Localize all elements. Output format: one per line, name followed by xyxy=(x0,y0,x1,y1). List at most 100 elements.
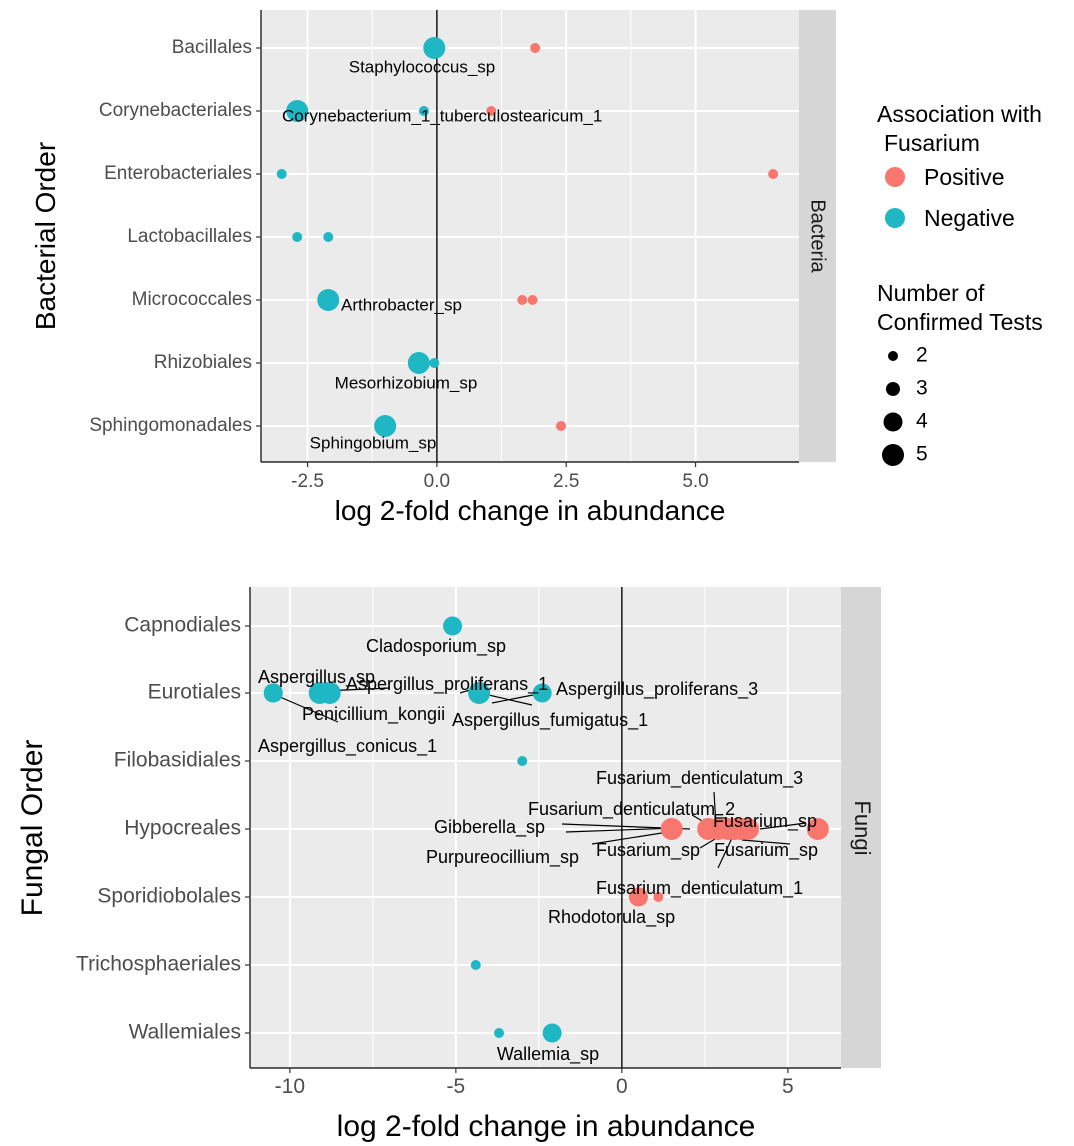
fungi-point-label: Rhodotorula_sp xyxy=(548,907,675,928)
bacteria-x-tick-label: 0.0 xyxy=(424,471,450,492)
bacteria-point-enterobacteriales-negative xyxy=(276,169,287,179)
fungi-leader-line xyxy=(717,837,733,869)
fungi-point-label: Gibberella_sp xyxy=(434,817,545,838)
fungi-point-label: Fusarium_denticulatum_3 xyxy=(596,768,803,789)
legend-size-key-4 xyxy=(883,412,903,432)
bacteria-point-bacillales-negative xyxy=(423,37,446,59)
fungi-x-tick-label: -5 xyxy=(447,1075,466,1098)
fungi-point-hypocreales-positive xyxy=(660,818,683,840)
legend-size-title-line1: Number of xyxy=(877,280,985,306)
fungi-point-wallemiales-negative xyxy=(494,1028,505,1038)
bacteria-y-tick-labels: Bacillales Corynebacteriales Enterobacteri… xyxy=(89,37,261,436)
bacteria-point-label: Arthrobacter_sp xyxy=(341,295,462,314)
fungi-point-hypocreales-positive xyxy=(806,818,829,840)
fungi-y-tick-label: Filobasidiales xyxy=(114,749,241,772)
fungi-point-sporidiobolales-positive xyxy=(628,887,648,907)
fungi-x-tick-label: 0 xyxy=(616,1075,628,1098)
bacteria-point-label: Sphingobium_sp xyxy=(310,433,437,452)
bacteria-point-corynebacteriales-negative xyxy=(286,100,309,122)
legend-size-key-5 xyxy=(882,444,904,466)
fungi-x-axis-title: log 2-fold change in abundance xyxy=(337,1110,756,1143)
bacteria-x-tick-label: 2.5 xyxy=(553,471,579,492)
legend-size-key-3 xyxy=(886,382,900,396)
bacteria-point-label: Staphylococcus_sp xyxy=(349,57,495,76)
fungi-y-tick-labels: Capnodiales Eurotiales Filobasidiales Hypoc… xyxy=(76,614,250,1044)
bacteria-point-micrococcales-positive xyxy=(527,295,538,305)
fungi-point-eurotiales-negative xyxy=(468,682,491,704)
legend-size-label: 2 xyxy=(916,344,928,367)
fungi-point-eurotiales-negative xyxy=(318,682,341,704)
fungi-point-label: Purpureocillium_sp xyxy=(426,847,579,868)
bacteria-y-tick-label: Bacillales xyxy=(172,37,252,58)
fungi-point-label: Fusarium_sp xyxy=(714,840,818,861)
legend-size-label: 5 xyxy=(916,443,928,466)
bacteria-strip xyxy=(799,10,836,462)
fungi-x-tick-labels: -10 -5 0 5 xyxy=(275,1068,794,1098)
bacteria-y-tick-label: Sphingomonadales xyxy=(89,415,252,436)
fungi-point-label: Aspergillus_proliferans_1 xyxy=(346,674,548,695)
fungi-point-eurotiales-negative xyxy=(532,683,552,703)
bacteria-point-micrococcales-negative xyxy=(317,289,340,311)
fungi-point-label: Fusarium_sp xyxy=(713,811,817,832)
fungi-y-tick-label: Eurotiales xyxy=(148,681,241,704)
legend-size-keys: 2 3 4 5 xyxy=(882,344,928,466)
fungi-point-hypocreales-positive xyxy=(737,818,760,840)
fungi-point-trichosphaeriales-negative xyxy=(470,960,481,970)
legend-positive-label: Positive xyxy=(924,164,1005,190)
bacteria-point-corynebacteriales-negative xyxy=(418,106,429,116)
legend-size-title-line2: Confirmed Tests xyxy=(877,309,1043,335)
bacteria-y-axis-title: Bacterial Order xyxy=(30,142,61,330)
bacteria-x-axis-title: log 2-fold change in abundance xyxy=(335,495,726,526)
bacteria-point-micrococcales-positive xyxy=(517,295,528,305)
fungi-leader-line xyxy=(491,693,539,704)
fungi-point-label: Fusarium_sp xyxy=(596,840,700,861)
bacteria-y-tick-label: Rhizobiales xyxy=(154,352,252,373)
fungi-point-label: Aspergillus_conicus_1 xyxy=(258,736,437,757)
fungi-leader-line xyxy=(565,827,677,833)
bacteria-point-label: Corynebacterium_1_tuberculostearicum_1 xyxy=(282,106,602,125)
fungi-point-label: Aspergillus_proliferans_3 xyxy=(556,679,758,700)
legend-positive-key xyxy=(885,167,905,187)
bacteria-x-tick-labels: -2.5 0.0 2.5 5.0 xyxy=(291,462,709,492)
fungi-point-label: Fusarium_denticulatum_1 xyxy=(596,878,803,899)
fungi-y-axis-title: Fungal Order xyxy=(16,740,49,917)
bacteria-points xyxy=(276,37,779,437)
fungi-leader-line xyxy=(591,831,669,845)
bacteria-point-label: Mesorhizobium_sp xyxy=(335,373,478,392)
bacteria-y-tick-label: Lactobacillales xyxy=(127,226,252,247)
fungi-point-label: Fusarium_denticulatum_2 xyxy=(528,799,735,820)
bacteria-y-tick-label: Enterobacteriales xyxy=(104,163,252,184)
bacteria-x-tick-label: -2.5 xyxy=(291,471,324,492)
bacteria-point-bacillales-positive xyxy=(530,43,541,53)
bacteria-y-tick-label: Micrococcales xyxy=(132,289,252,310)
legend-size-key-2 xyxy=(888,351,898,361)
fungi-points xyxy=(263,616,829,1043)
bacteria-point-enterobacteriales-positive xyxy=(768,169,779,179)
fungi-point-label: Wallemia_sp xyxy=(497,1044,599,1065)
legend-color-title-line1: Association with xyxy=(877,101,1042,127)
bacteria-point-rhizobiales-negative xyxy=(407,352,430,374)
bacteria-point-labels: Staphylococcus_sp Corynebacterium_1_tuber… xyxy=(282,57,602,452)
bacteria-point-sphingomonadales-positive xyxy=(556,421,567,431)
fungi-y-tick-label: Trichosphaeriales xyxy=(76,953,241,976)
fungi-strip-label: Fungi xyxy=(850,800,875,855)
fungi-x-tick-label: -10 xyxy=(275,1075,305,1098)
bacteria-x-tick-label: 5.0 xyxy=(682,471,708,492)
bacteria-point-lactobacillales-negative xyxy=(323,232,334,242)
fungi-y-tick-label: Hypocreales xyxy=(124,817,241,840)
bacteria-point-sphingomonadales-negative xyxy=(374,415,397,437)
fungi-point-filobasidiales-negative xyxy=(517,756,528,766)
bacteria-y-tick-label: Corynebacteriales xyxy=(99,100,252,121)
fungi-x-tick-label: 5 xyxy=(782,1075,794,1098)
fungi-y-tick-label: Sporidiobolales xyxy=(97,885,241,908)
bacteria-point-corynebacteriales-positive xyxy=(486,106,497,116)
fungi-point-eurotiales-negative xyxy=(263,683,283,703)
bacteria-point-lactobacillales-negative xyxy=(292,232,303,242)
fungi-point-sporidiobolales-positive xyxy=(653,892,664,902)
fungi-y-tick-label: Capnodiales xyxy=(124,614,241,637)
fungi-point-label: Aspergillus_sp xyxy=(258,667,375,688)
fungi-point-label: Cladosporium_sp xyxy=(366,636,506,657)
fungi-point-label: Aspergillus_fumigatus_1 xyxy=(452,710,648,731)
fungi-leader-line xyxy=(459,689,471,694)
